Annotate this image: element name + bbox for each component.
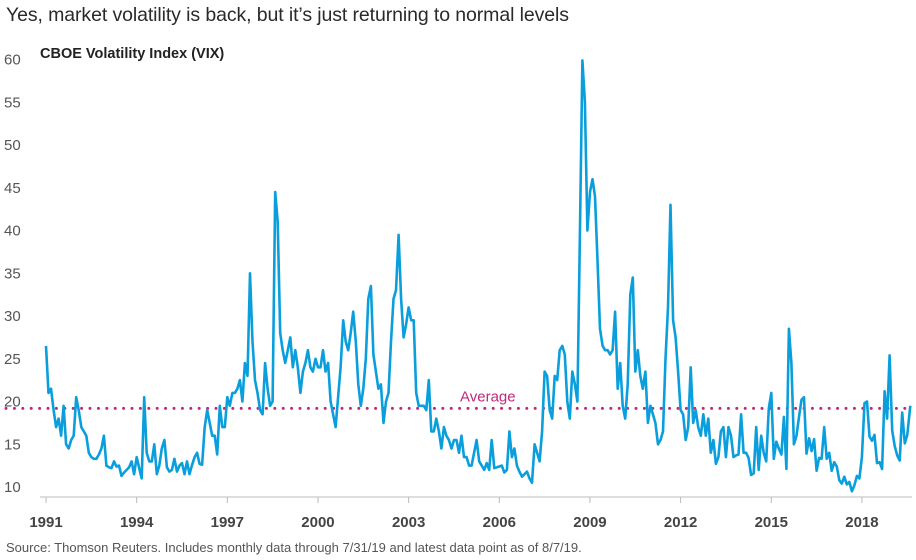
y-tick-label: 45 xyxy=(4,180,21,197)
y-tick-label: 25 xyxy=(4,351,21,368)
vix-series-line xyxy=(44,59,912,493)
x-tick-label: 1994 xyxy=(120,514,154,531)
source-note: Source: Thomson Reuters. Includes monthl… xyxy=(6,540,582,555)
x-tick-label: 2009 xyxy=(573,514,606,531)
x-tick-label: 2000 xyxy=(301,514,334,531)
x-tick-label: 1997 xyxy=(211,514,244,531)
x-tick-label: 1991 xyxy=(29,514,62,531)
x-tick-label: 2012 xyxy=(664,514,697,531)
y-tick-label: 20 xyxy=(4,394,21,411)
chart-title: Yes, market volatility is back, but it’s… xyxy=(6,4,569,26)
average-label: Average xyxy=(460,388,516,405)
y-tick-label: 30 xyxy=(4,308,21,325)
y-tick-label: 60 xyxy=(4,52,21,69)
y-tick-label: 40 xyxy=(4,223,21,240)
y-tick-label: 50 xyxy=(4,137,21,154)
x-tick-label: 2018 xyxy=(845,514,878,531)
y-tick-label: 10 xyxy=(4,479,21,496)
x-tick-label: 2003 xyxy=(392,514,425,531)
x-tick-label: 2006 xyxy=(483,514,516,531)
y-tick-label: 15 xyxy=(4,436,21,453)
y-tick-label: 55 xyxy=(4,94,21,111)
chart-subtitle: CBOE Volatility Index (VIX) xyxy=(40,46,225,62)
y-tick-label: 35 xyxy=(4,265,21,282)
x-tick-label: 2015 xyxy=(755,514,788,531)
